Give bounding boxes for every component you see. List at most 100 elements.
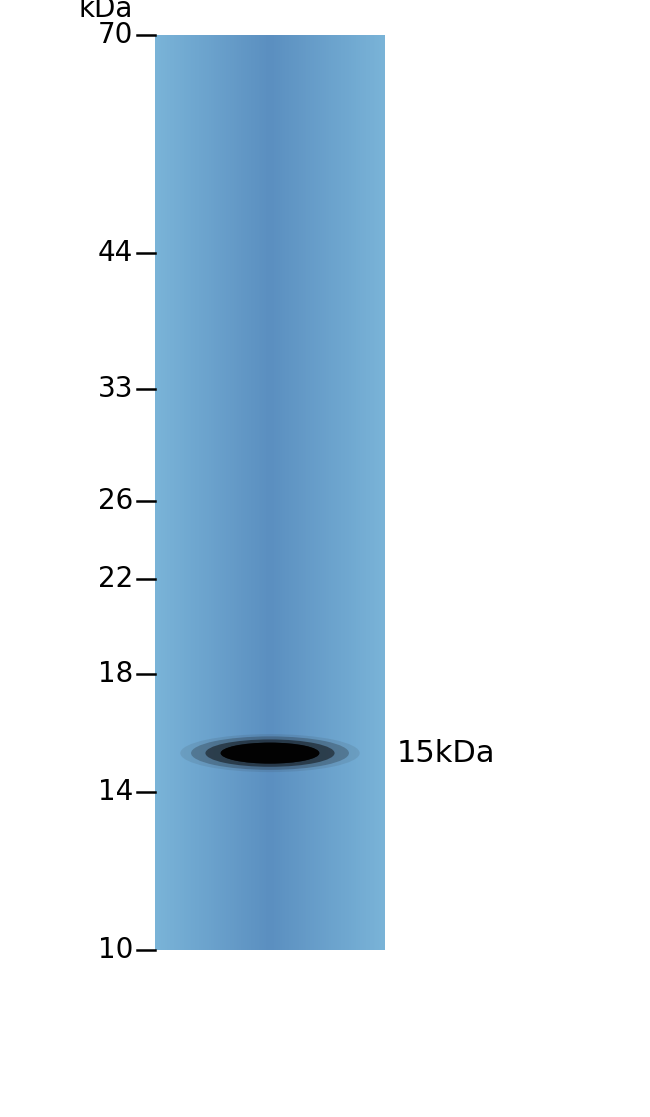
Ellipse shape xyxy=(236,746,304,761)
Bar xyxy=(303,35,304,949)
Text: 33: 33 xyxy=(98,374,133,402)
Bar xyxy=(207,35,209,949)
Bar xyxy=(328,35,330,949)
Ellipse shape xyxy=(220,743,319,764)
Bar xyxy=(226,35,228,949)
Ellipse shape xyxy=(180,734,359,772)
Bar xyxy=(285,35,287,949)
Text: 44: 44 xyxy=(98,239,133,267)
Bar xyxy=(184,35,186,949)
Bar xyxy=(326,35,328,949)
Bar xyxy=(335,35,337,949)
Bar xyxy=(299,35,301,949)
Bar xyxy=(251,35,253,949)
Bar xyxy=(245,35,247,949)
Bar xyxy=(374,35,376,949)
Bar xyxy=(346,35,348,949)
Bar xyxy=(360,35,362,949)
Bar xyxy=(376,35,378,949)
Bar xyxy=(197,35,199,949)
Bar xyxy=(241,35,243,949)
Bar xyxy=(295,35,297,949)
Bar xyxy=(381,35,383,949)
Bar xyxy=(259,35,261,949)
Bar xyxy=(157,35,159,949)
Bar xyxy=(263,35,265,949)
Ellipse shape xyxy=(191,736,349,770)
Bar xyxy=(354,35,356,949)
Text: 14: 14 xyxy=(98,777,133,805)
Bar xyxy=(182,35,184,949)
Bar xyxy=(203,35,205,949)
Bar xyxy=(272,35,274,949)
Bar xyxy=(231,35,233,949)
Bar xyxy=(306,35,308,949)
Text: 22: 22 xyxy=(98,565,133,593)
Bar xyxy=(379,35,381,949)
Bar xyxy=(205,35,207,949)
Bar xyxy=(383,35,385,949)
Bar xyxy=(209,35,211,949)
Bar xyxy=(274,35,276,949)
Text: 70: 70 xyxy=(98,21,133,49)
Bar xyxy=(350,35,352,949)
Bar xyxy=(304,35,306,949)
Bar xyxy=(276,35,278,949)
Bar xyxy=(174,35,176,949)
Bar xyxy=(316,35,318,949)
Bar xyxy=(257,35,259,949)
Bar xyxy=(214,35,216,949)
Text: kDa: kDa xyxy=(79,0,133,23)
Bar xyxy=(237,35,239,949)
Bar xyxy=(287,35,289,949)
Bar xyxy=(213,35,214,949)
Bar xyxy=(180,35,182,949)
Bar xyxy=(161,35,162,949)
Bar xyxy=(249,35,251,949)
Bar xyxy=(281,35,283,949)
Bar xyxy=(301,35,303,949)
Bar xyxy=(333,35,335,949)
Bar xyxy=(370,35,372,949)
Bar xyxy=(164,35,166,949)
Bar xyxy=(348,35,350,949)
Bar xyxy=(239,35,241,949)
Text: 26: 26 xyxy=(98,487,133,515)
Bar xyxy=(289,35,291,949)
Bar xyxy=(356,35,358,949)
Bar xyxy=(224,35,226,949)
Bar xyxy=(341,35,343,949)
Bar xyxy=(314,35,316,949)
Bar xyxy=(199,35,201,949)
Bar xyxy=(366,35,368,949)
Bar xyxy=(186,35,188,949)
Bar xyxy=(362,35,364,949)
Bar xyxy=(324,35,326,949)
Bar xyxy=(364,35,366,949)
Bar xyxy=(368,35,370,949)
Bar xyxy=(337,35,339,949)
Bar xyxy=(293,35,295,949)
Bar xyxy=(278,35,280,949)
Bar xyxy=(352,35,354,949)
Bar xyxy=(172,35,174,949)
Bar xyxy=(330,35,332,949)
Bar xyxy=(168,35,170,949)
Bar xyxy=(176,35,178,949)
Bar xyxy=(190,35,191,949)
Bar xyxy=(178,35,180,949)
Bar xyxy=(261,35,263,949)
Bar xyxy=(220,35,222,949)
Bar xyxy=(193,35,195,949)
Bar xyxy=(188,35,190,949)
Text: 15kDa: 15kDa xyxy=(397,738,495,767)
Text: 10: 10 xyxy=(98,936,133,964)
Bar xyxy=(343,35,344,949)
Bar xyxy=(159,35,161,949)
Bar xyxy=(322,35,324,949)
Bar xyxy=(229,35,231,949)
Bar xyxy=(266,35,268,949)
Bar xyxy=(162,35,164,949)
Text: 18: 18 xyxy=(98,660,133,688)
Bar xyxy=(268,35,270,949)
